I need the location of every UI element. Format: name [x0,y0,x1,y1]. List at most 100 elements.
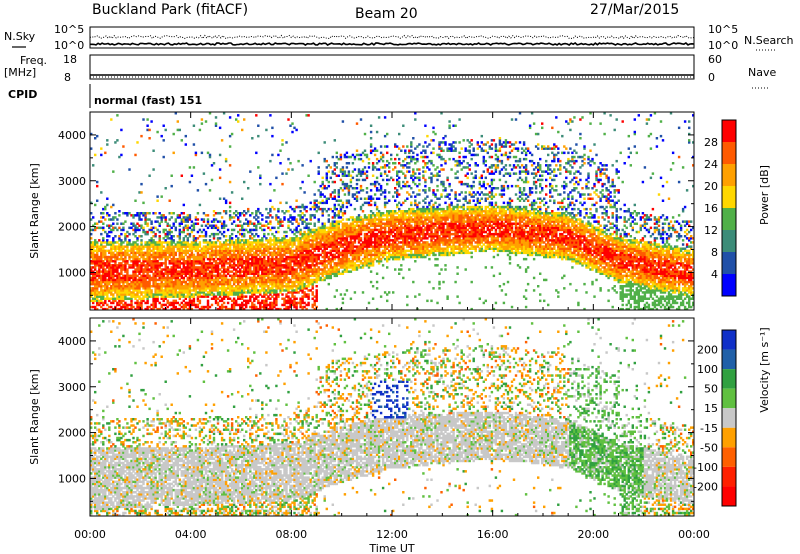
power-cell [224,239,228,242]
power-cell [281,282,284,286]
power-cell [156,282,159,286]
power-cell [235,264,238,267]
power-cell [190,224,194,227]
power-cell [321,278,324,282]
power-cell [388,243,391,246]
power-cell [146,301,149,305]
power-cell [337,214,341,217]
power-cell [228,280,232,284]
power-cell [204,305,208,309]
power-cell [102,262,105,265]
power-cell [355,199,359,202]
power-cell [122,287,125,290]
power-cell [186,249,190,253]
power-cell [116,257,119,261]
power-cell [148,278,151,282]
power-cell [323,187,326,190]
power-cell [156,278,159,282]
power-cell [261,282,264,286]
power-cell [383,195,387,198]
power-cell [247,266,250,269]
power-cell [243,253,246,257]
power-cell [134,153,137,157]
power-cell [331,235,335,238]
power-cell [349,228,353,232]
power-cell [96,289,99,292]
power-cell [281,239,284,242]
power-cell [96,297,99,300]
power-cell [130,287,133,290]
power-cell [317,226,320,230]
power-cell [100,245,103,248]
power-cell [259,262,262,265]
power-cell [206,287,210,290]
power-cell [196,262,200,265]
power-cell [313,255,316,259]
power-cell [349,241,353,244]
power-cell [327,274,331,278]
power-cell [154,293,157,296]
power-cell [277,257,280,261]
power-cell [253,285,256,288]
power-cell [333,216,337,219]
power-cell [140,253,143,257]
power-cell [299,274,302,278]
power-cell [249,264,252,267]
power-cell [357,249,361,253]
power-cell [253,239,256,242]
power-cell [361,249,365,253]
power-cell [170,278,173,282]
power-cell [363,214,367,217]
power-cell [249,251,252,255]
power-cell [124,297,127,300]
power-cell [90,272,93,275]
power-cell [249,299,252,303]
power-cell [263,270,266,273]
power-cell [116,222,119,225]
power-cell [130,305,133,309]
power-cell [206,226,210,230]
power-cell [285,301,288,305]
power-cell [297,224,300,227]
power-cell [184,289,188,292]
power-cell [154,243,157,246]
power-cell [114,289,117,292]
power-cell [146,218,149,221]
power-cell [120,270,123,273]
power-cell [124,249,127,253]
power-cell [341,166,345,169]
power-cell [255,210,258,213]
power-cell [184,235,188,238]
power-cell [160,289,163,292]
power-cell [337,224,341,227]
power-cell [224,201,228,205]
power-cell [285,235,288,238]
power-cell [200,278,204,282]
power-cell [251,278,254,282]
power-cell [162,282,165,286]
power-cell [377,251,381,255]
power-cell [228,255,232,259]
power-cell [311,230,314,234]
power-cell [263,295,266,298]
power-cell [176,262,180,265]
power-cell [345,222,349,225]
power-cell [249,280,252,284]
power-cell [212,235,216,238]
power-cell [381,237,385,240]
power-cell [259,249,262,253]
power-cell [281,241,284,244]
power-cell [303,282,306,286]
power-cell [301,285,304,288]
power-cell [104,289,107,292]
power-cell [257,289,260,292]
power-cell [301,280,304,284]
power-cell [345,260,349,263]
power-cell [202,287,206,290]
power-cell [102,245,105,248]
power-cell [110,285,113,288]
power-cell [134,253,137,257]
power-cell [267,264,270,267]
power-cell [363,232,367,236]
power-cell [188,289,192,292]
